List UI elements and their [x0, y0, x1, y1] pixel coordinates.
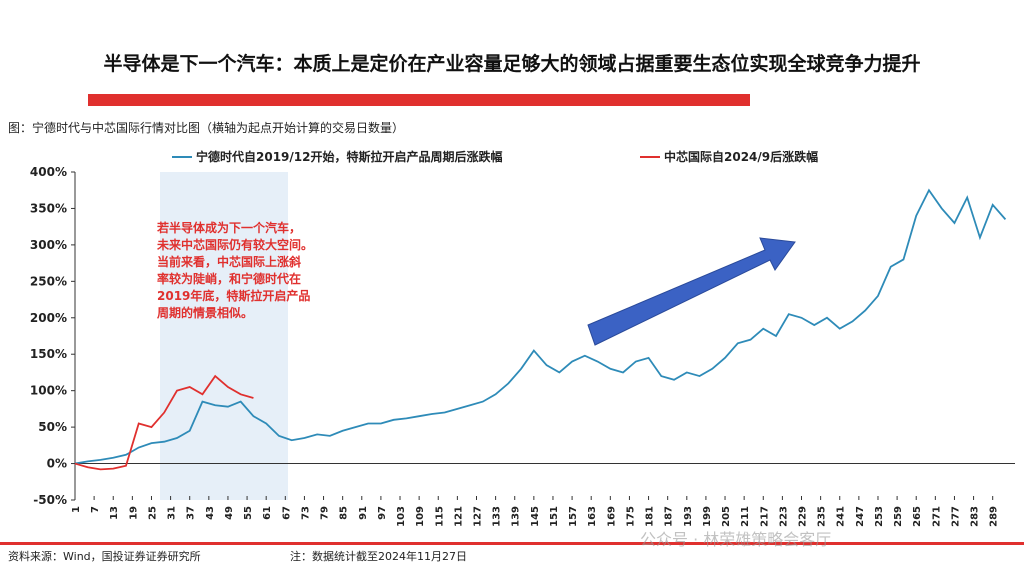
x-tick-label: 241: [836, 506, 847, 527]
x-tick-label: 205: [721, 506, 732, 527]
x-tick-label: 235: [817, 506, 828, 527]
x-tick-label: 157: [568, 506, 579, 527]
x-tick-label: 139: [511, 506, 522, 527]
slide-title: 半导体是下一个汽车：本质上是定价在产业容量足够大的领域占据重要生态位实现全球竞争…: [103, 52, 920, 75]
x-tick-label: 265: [912, 506, 923, 527]
y-tick-label: 50%: [38, 420, 67, 434]
x-tick-label: 85: [339, 506, 350, 520]
watermark: 公众号 · 林荣雄策略会客厅: [640, 530, 831, 549]
y-tick-label: 300%: [30, 238, 67, 252]
x-tick-label: 121: [453, 506, 464, 527]
x-tick-label: 289: [989, 506, 1000, 527]
y-tick-label: 250%: [30, 274, 67, 288]
y-tick-label: 150%: [30, 347, 67, 361]
x-tick-label: 169: [606, 506, 617, 527]
x-tick-label: 37: [186, 506, 197, 520]
x-tick-label: 181: [645, 506, 656, 527]
source: 资料来源：Wind，国投证券证券研究所: [8, 549, 201, 563]
x-tick-label: 133: [492, 506, 503, 527]
x-tick-label: 103: [396, 506, 407, 527]
x-tick-label: 13: [109, 506, 120, 520]
x-tick-label: 211: [740, 506, 751, 527]
series-line: [74, 188, 1007, 465]
x-tick-label: 253: [874, 506, 885, 527]
x-tick-label: 145: [530, 506, 541, 527]
x-tick-label: 31: [167, 506, 178, 520]
x-tick-label: 49: [224, 506, 235, 520]
y-tick-label: 200%: [30, 311, 67, 325]
x-tick-label: 61: [262, 506, 273, 520]
x-tick-label: 127: [472, 506, 483, 527]
x-tick-label: 187: [664, 506, 675, 527]
annotation: 率较为陡峭，和宁德时代在: [157, 271, 301, 286]
series-line: [74, 374, 254, 471]
footer-rule: [0, 542, 1024, 545]
x-tick-label: 229: [798, 506, 809, 527]
y-tick-label: 100%: [30, 384, 67, 398]
annotation: 周期的情景相似。: [157, 305, 253, 320]
x-tick-label: 97: [377, 506, 388, 520]
y-tick-label: 400%: [30, 165, 67, 179]
y-tick-label: 350%: [30, 201, 67, 215]
x-tick-label: 19: [128, 506, 139, 520]
x-tick-label: 7: [90, 506, 101, 513]
x-tick-label: 55: [243, 506, 254, 520]
highlight-region: [160, 172, 288, 500]
title-bar: [88, 94, 750, 106]
x-tick-label: 151: [549, 506, 560, 527]
x-tick-label: 109: [415, 506, 426, 527]
x-tick-label: 91: [358, 506, 369, 520]
x-tick-label: 79: [320, 506, 331, 520]
y-tick-label: -50%: [33, 493, 67, 507]
annotation: 当前来看，中芯国际上涨斜: [157, 254, 301, 269]
y-tick-label: 0%: [47, 457, 67, 471]
annotation: 未来中芯国际仍有较大空间。: [156, 237, 313, 252]
trend-arrow: [587, 237, 796, 346]
x-tick-label: 175: [625, 506, 636, 527]
x-tick-label: 277: [950, 506, 961, 527]
x-tick-label: 247: [855, 506, 866, 527]
x-tick-label: 25: [147, 506, 158, 520]
x-tick-label: 223: [778, 506, 789, 527]
x-tick-label: 43: [205, 506, 216, 520]
x-tick-label: 217: [759, 506, 770, 527]
legend-label: 宁德时代自2019/12开始，特斯拉开启产品周期后涨跌幅: [196, 149, 502, 164]
annotation: 若半导体成为下一个汽车，: [156, 220, 301, 235]
x-tick-label: 193: [683, 506, 694, 527]
x-tick-label: 115: [434, 506, 445, 527]
x-tick-label: 67: [281, 506, 292, 520]
legend-label: 中芯国际自2024/9后涨跌幅: [664, 149, 818, 164]
x-tick-label: 73: [300, 506, 311, 520]
x-tick-label: 199: [702, 506, 713, 527]
x-tick-label: 163: [587, 506, 598, 527]
x-tick-label: 283: [970, 506, 981, 527]
note: 注：数据统计截至2024年11月27日: [290, 549, 467, 563]
figure-caption: 图：宁德时代与中芯国际行情对比图（横轴为起点开始计算的交易日数量）: [8, 120, 404, 135]
x-tick-label: 259: [893, 506, 904, 527]
x-tick-label: 1: [71, 506, 82, 513]
x-tick-label: 271: [931, 506, 942, 527]
annotation: 2019年底，特斯拉开启产品: [157, 288, 310, 303]
